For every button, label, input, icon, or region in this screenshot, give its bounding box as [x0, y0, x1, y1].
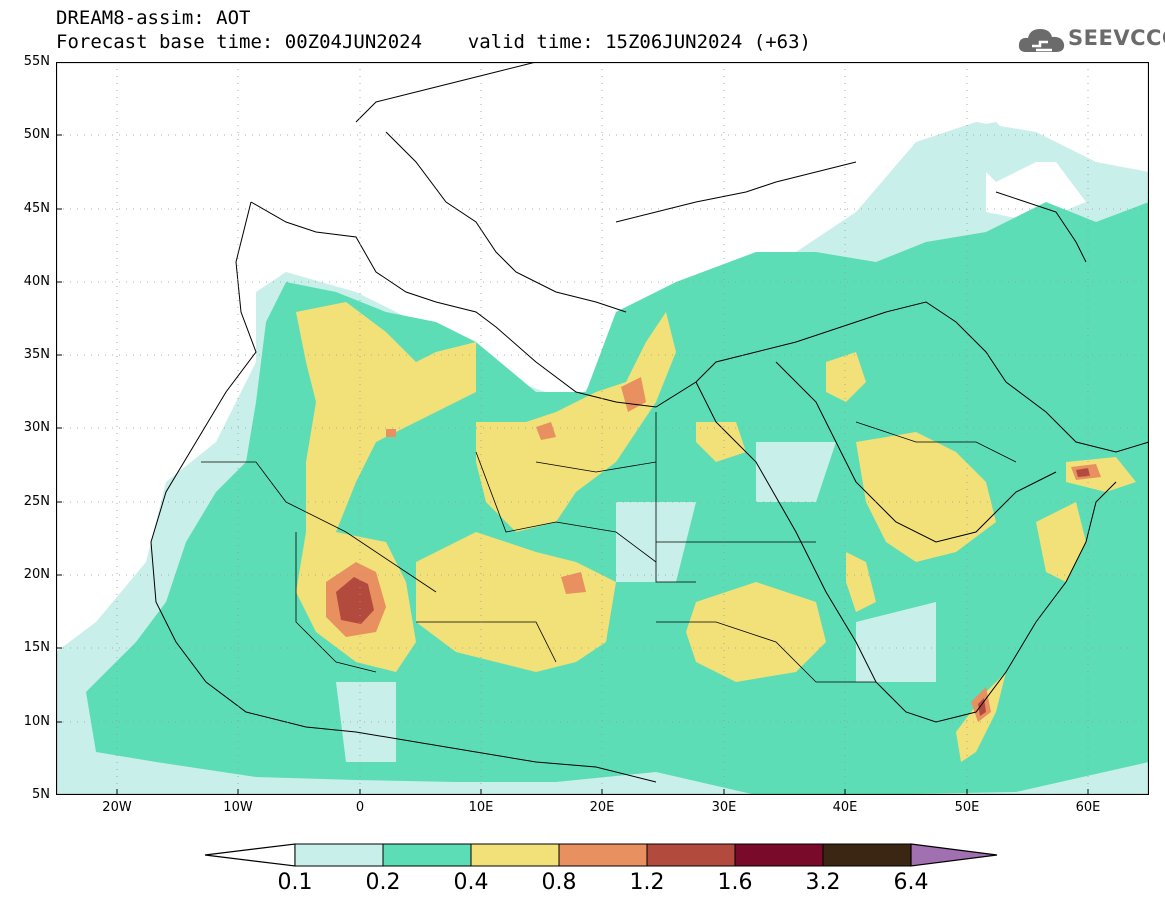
- aot-band-1-2: [336, 577, 374, 624]
- colorbar-low-arrow: [205, 843, 296, 867]
- lon-label: 20E: [589, 800, 615, 815]
- lon-label: 50E: [954, 800, 980, 815]
- colorbar-label: 6.4: [893, 870, 929, 895]
- lat-label: 25N: [23, 494, 50, 509]
- colorbar-segment: [646, 843, 736, 867]
- lon-label: 30E: [711, 800, 737, 815]
- lat-label: 20N: [23, 567, 50, 582]
- colorbar: [205, 843, 998, 867]
- borders: [201, 412, 1017, 683]
- chart-title: DREAM8-assim: AOT: [56, 7, 251, 29]
- colorbar-label: 0.8: [541, 870, 577, 895]
- colorbar-label: 1.2: [629, 870, 665, 895]
- colorbar-label: 3.2: [805, 870, 841, 895]
- lon-label: 20W: [102, 800, 132, 815]
- colorbar-segment: [822, 843, 912, 867]
- lat-label: 45N: [23, 201, 50, 216]
- aot-band-0-4-arabia: [856, 432, 996, 562]
- logo-text: SEEVCCC: [1068, 26, 1165, 50]
- colorbar-segment: [734, 843, 824, 867]
- axis-ticks: [56, 134, 1089, 795]
- forecast-times: Forecast base time: 00Z04JUN2024 valid t…: [56, 31, 811, 53]
- aot-band-0-4-libya: [476, 312, 676, 532]
- aot-band-0-4-chad: [416, 532, 616, 672]
- colorbar-label: 0.2: [365, 870, 401, 895]
- lat-label: 50N: [23, 127, 50, 142]
- coastlines: [150, 62, 1149, 783]
- lat-label: 30N: [23, 420, 50, 435]
- seevccc-logo: SEEVCCC: [1018, 24, 1165, 58]
- lon-label: 10W: [223, 800, 253, 815]
- colorbar-label: 0.4: [453, 870, 489, 895]
- lon-label: 10E: [468, 800, 494, 815]
- colorbar-segment: [294, 843, 384, 867]
- lat-label: 55N: [23, 54, 50, 69]
- colorbar-label: 1.6: [717, 870, 753, 895]
- lat-label: 10N: [23, 714, 50, 729]
- lat-label: 5N: [32, 787, 50, 802]
- lon-label: 60E: [1075, 800, 1101, 815]
- lat-label: 35N: [23, 347, 50, 362]
- lon-label: 40E: [832, 800, 858, 815]
- colorbar-high-arrow: [910, 843, 998, 867]
- colorbar-label: 0.1: [277, 870, 313, 895]
- colorbar-segment: [382, 843, 472, 867]
- cloud-icon: [1018, 29, 1065, 52]
- lon-label: 0: [355, 800, 365, 815]
- colorbar-segment: [558, 843, 648, 867]
- colorbar-segment: [470, 843, 560, 867]
- gridlines: [56, 62, 1149, 795]
- lat-label: 15N: [23, 640, 50, 655]
- lat-label: 40N: [23, 274, 50, 289]
- aot-map: [56, 62, 1149, 795]
